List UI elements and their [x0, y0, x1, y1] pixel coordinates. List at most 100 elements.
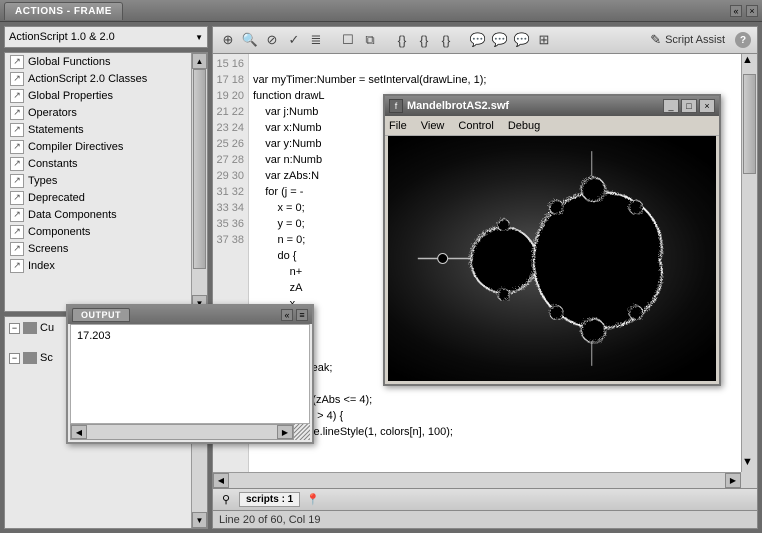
swf-canvas — [388, 136, 716, 381]
tree-collapse-icon[interactable]: − — [9, 323, 20, 334]
toolbar-button-0[interactable]: ⊕ — [219, 31, 237, 49]
toolbar-button-8[interactable]: {} — [415, 31, 433, 49]
category-label: Constants — [28, 158, 78, 170]
pin-icon[interactable]: ⚲ — [219, 493, 233, 507]
scroll-corner — [741, 472, 757, 488]
script-pin-label[interactable]: scripts : 1 — [239, 492, 300, 507]
category-scrollbar[interactable]: ▲ ▼ — [191, 53, 207, 311]
code-hscrollbar[interactable]: ◀ ▶ — [213, 472, 741, 488]
script-assist-label: Script Assist — [665, 34, 725, 46]
status-bar: Line 20 of 60, Col 19 — [212, 511, 758, 529]
output-panel: OUTPUT « ≡ 17.203 ◀ ▶ — [66, 304, 314, 444]
category-item[interactable]: Data Components — [5, 206, 207, 223]
scroll-down-icon[interactable]: ▼ — [742, 456, 757, 472]
book-icon — [10, 174, 24, 188]
category-label: Index — [28, 260, 55, 272]
toolbar-button-7[interactable]: {} — [393, 31, 411, 49]
toolbar-button-5[interactable]: ☐ — [339, 31, 357, 49]
panel-collapse-icon[interactable]: « — [730, 5, 742, 17]
code-vscrollbar[interactable]: ▲ ▼ — [741, 54, 757, 472]
toolbar-button-3[interactable]: ✓ — [285, 31, 303, 49]
language-dropdown[interactable]: ActionScript 1.0 & 2.0 — [4, 26, 208, 48]
book-icon — [10, 72, 24, 86]
category-item[interactable]: ActionScript 2.0 Classes — [5, 70, 207, 87]
category-item[interactable]: Constants — [5, 155, 207, 172]
category-item[interactable]: Operators — [5, 104, 207, 121]
category-label: Components — [28, 226, 90, 238]
category-item[interactable]: Index — [5, 257, 207, 274]
book-icon — [10, 140, 24, 154]
close-button[interactable]: × — [699, 99, 715, 113]
category-listbox: Global Functions ActionScript 2.0 Classes… — [4, 52, 208, 312]
swf-menubar: File View Control Debug — [385, 116, 719, 136]
book-icon — [10, 208, 24, 222]
book-icon — [10, 106, 24, 120]
scroll-left-icon[interactable]: ◀ — [71, 425, 87, 439]
scroll-right-icon[interactable]: ▶ — [277, 425, 293, 439]
help-icon[interactable]: ? — [735, 32, 751, 48]
pin-pushpin-icon[interactable]: 📍 — [306, 493, 320, 507]
book-icon — [10, 123, 24, 137]
book-icon — [10, 157, 24, 171]
book-icon — [10, 259, 24, 273]
category-item[interactable]: Compiler Directives — [5, 138, 207, 155]
actions-tab[interactable]: ACTIONS - FRAME — [4, 2, 123, 20]
scroll-left-icon[interactable]: ◀ — [213, 473, 229, 488]
category-item[interactable]: Global Functions — [5, 53, 207, 70]
category-item[interactable]: Components — [5, 223, 207, 240]
actions-panel-header: ACTIONS - FRAME « × — [0, 0, 762, 22]
output-titlebar[interactable]: OUTPUT « ≡ — [68, 306, 312, 324]
toolbar-button-1[interactable]: 🔍 — [241, 31, 259, 49]
left-column: ActionScript 1.0 & 2.0 Global Functions A… — [4, 26, 208, 529]
panel-collapse-icon[interactable]: « — [281, 309, 293, 321]
category-label: Deprecated — [28, 192, 85, 204]
scroll-thumb[interactable] — [743, 74, 756, 174]
panel-close-icon[interactable]: × — [746, 5, 758, 17]
scroll-down-icon[interactable]: ▼ — [192, 512, 207, 528]
scroll-up-icon[interactable]: ▲ — [742, 54, 757, 70]
scroll-up-icon[interactable]: ▲ — [192, 53, 207, 69]
resize-grip-icon[interactable] — [294, 424, 310, 440]
toolbar-button-10[interactable]: 💬 — [469, 31, 487, 49]
toolbar-button-11[interactable]: 💬 — [491, 31, 509, 49]
toolbar-button-13[interactable]: ⊞ — [535, 31, 553, 49]
category-label: Global Functions — [28, 56, 111, 68]
toolbar-button-9[interactable]: {} — [437, 31, 455, 49]
category-label: Data Components — [28, 209, 117, 221]
minimize-button[interactable]: _ — [663, 99, 679, 113]
script-assist-button[interactable]: ✎ Script Assist — [650, 32, 725, 48]
output-tab[interactable]: OUTPUT — [72, 308, 130, 322]
book-icon — [10, 191, 24, 205]
menu-view[interactable]: View — [421, 120, 445, 132]
scroll-right-icon[interactable]: ▶ — [725, 473, 741, 488]
tree-collapse-icon[interactable]: − — [9, 353, 20, 364]
category-item[interactable]: Screens — [5, 240, 207, 257]
toolbar-button-4[interactable]: ≣ — [307, 31, 325, 49]
output-hscrollbar[interactable]: ◀ ▶ — [70, 424, 294, 440]
category-label: Types — [28, 175, 57, 187]
toolbar-button-6[interactable]: ⧉ — [361, 31, 379, 49]
scene-icon — [23, 322, 37, 334]
swf-titlebar[interactable]: f MandelbrotAS2.swf _ □ × — [385, 96, 719, 116]
category-item[interactable]: Deprecated — [5, 189, 207, 206]
panel-menu-icon[interactable]: ≡ — [296, 309, 308, 321]
toolbar-button-2[interactable]: ⊘ — [263, 31, 281, 49]
tree-label: Cu — [40, 322, 54, 334]
flash-icon: f — [389, 99, 403, 113]
category-label: Statements — [28, 124, 84, 136]
maximize-button[interactable]: □ — [681, 99, 697, 113]
category-item[interactable]: Global Properties — [5, 87, 207, 104]
category-item[interactable]: Statements — [5, 121, 207, 138]
menu-file[interactable]: File — [389, 120, 407, 132]
book-icon — [10, 225, 24, 239]
language-dropdown-value: ActionScript 1.0 & 2.0 — [9, 31, 115, 43]
menu-debug[interactable]: Debug — [508, 120, 540, 132]
swf-preview-window: f MandelbrotAS2.swf _ □ × File View Contro… — [383, 94, 721, 386]
category-label: Compiler Directives — [28, 141, 123, 153]
output-content: 17.203 — [70, 324, 310, 424]
category-item[interactable]: Types — [5, 172, 207, 189]
menu-control[interactable]: Control — [458, 120, 493, 132]
scroll-thumb[interactable] — [193, 69, 206, 269]
toolbar-button-12[interactable]: 💬 — [513, 31, 531, 49]
mandelbrot-render — [388, 136, 716, 381]
